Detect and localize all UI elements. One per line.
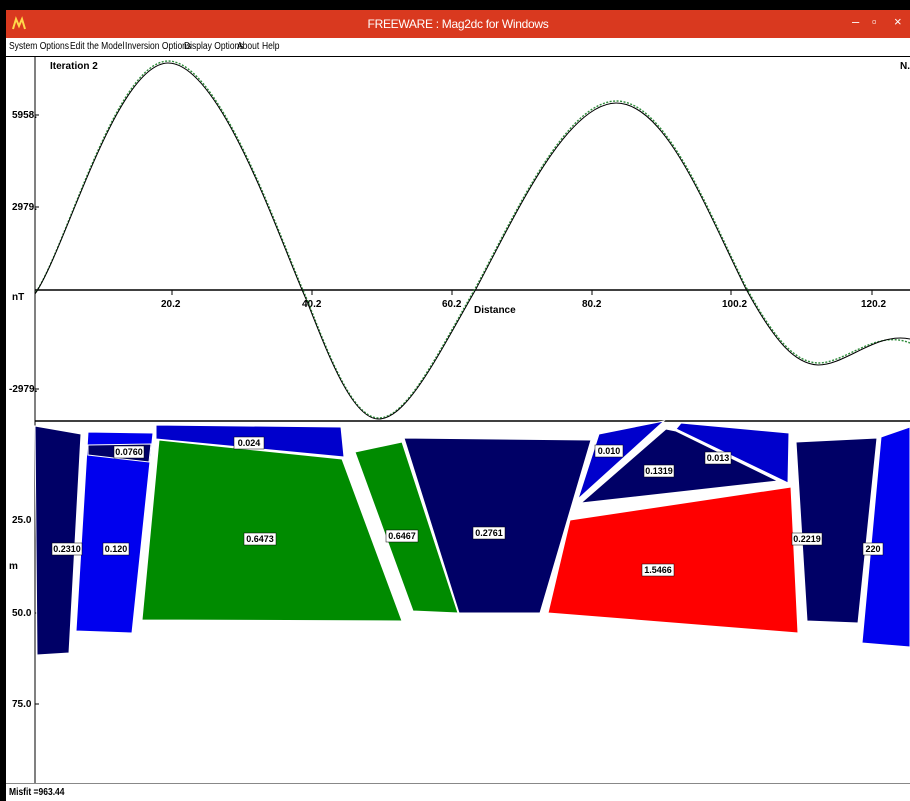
model-body[interactable]: [354, 441, 459, 614]
model-body[interactable]: [861, 426, 910, 648]
model-body[interactable]: [141, 439, 403, 622]
body-label: 0.024: [238, 438, 261, 448]
depth-tick-label: 25.0: [12, 515, 32, 526]
body-label-box: [385, 529, 419, 543]
x-tick-label: 60.2: [442, 299, 462, 310]
body-label: 0.120: [105, 544, 128, 554]
body-label: 0.0760: [115, 447, 143, 457]
menu-display-options[interactable]: Display Options: [184, 41, 244, 52]
menu-bar: System Options Edit the Model Inversion …: [6, 38, 910, 57]
menu-inversion-options[interactable]: Inversion Options: [125, 41, 192, 52]
body-label-box: [51, 542, 83, 556]
body-label: 0.2761: [475, 528, 503, 538]
calculated-anomaly-curve: [34, 62, 910, 420]
body-label-box: [643, 464, 675, 478]
y-tick-label: -2979.: [9, 384, 38, 395]
body-label: 1.5466: [644, 565, 672, 575]
x-tick-label: 80.2: [582, 299, 602, 310]
model-body[interactable]: [403, 437, 592, 614]
observed-anomaly-curve: [35, 60, 910, 419]
body-label-box: [102, 542, 130, 556]
minimize-button[interactable]: –: [852, 14, 860, 29]
unit-label-m: m: [9, 561, 18, 572]
body-label: 0.1319: [645, 466, 673, 476]
body-label: 0.6467: [388, 531, 416, 541]
body-label: 220: [865, 544, 880, 554]
body-label-box: [243, 532, 277, 546]
model-body[interactable]: [795, 437, 878, 624]
app-window: FREEWARE : Mag2dc for Windows – ▫ × Syst…: [6, 10, 910, 801]
x-tick-label: 20.2: [161, 299, 181, 310]
body-label-box: [704, 451, 732, 465]
title-bar[interactable]: FREEWARE : Mag2dc for Windows – ▫ ×: [6, 10, 910, 38]
y-tick-label: 2979.: [12, 202, 37, 213]
menu-edit-model[interactable]: Edit the Model: [70, 41, 125, 52]
x-tick-label: 120.2: [861, 299, 886, 310]
y-tick-label: 5958.: [12, 110, 37, 121]
iteration-label: Iteration 2: [50, 61, 98, 72]
corner-label: N.: [900, 61, 910, 72]
body-label-box: [791, 532, 823, 546]
body-label-box: [233, 436, 265, 450]
body-label: 0.013: [707, 453, 730, 463]
x-axis-label: Distance: [474, 305, 516, 316]
model-body[interactable]: [75, 431, 154, 634]
body-label: 0.2219: [793, 534, 821, 544]
menu-system-options[interactable]: System Options: [9, 41, 70, 52]
menu-about[interactable]: About: [237, 41, 260, 52]
window-title: FREEWARE : Mag2dc for Windows: [367, 17, 549, 31]
status-bar: Misfit =963.44: [6, 783, 910, 801]
body-label-box: [472, 526, 506, 540]
model-body[interactable]: [576, 420, 666, 501]
body-label-box: [862, 542, 884, 556]
misfit-readout: Misfit =963.44: [9, 787, 65, 798]
app-icon: [12, 16, 26, 30]
model-body[interactable]: [579, 428, 780, 504]
body-label-box: [594, 444, 624, 458]
model-body[interactable]: [547, 486, 799, 634]
body-label: 0.2310: [53, 544, 81, 554]
close-button[interactable]: ×: [894, 14, 902, 29]
model-body[interactable]: [34, 425, 82, 656]
model-body[interactable]: [675, 422, 790, 484]
depth-tick-label: 50.0: [12, 608, 32, 619]
body-label-box: [641, 563, 675, 577]
body-label: 0.010: [598, 446, 621, 456]
x-tick-label: 100.2: [722, 299, 747, 310]
menu-help[interactable]: Help: [262, 41, 280, 52]
unit-label-nt: nT: [12, 292, 24, 303]
body-label-box: [113, 445, 145, 459]
depth-tick-label: 75.0: [12, 699, 32, 710]
maximize-button[interactable]: ▫: [872, 14, 877, 29]
body-label: 0.6473: [246, 534, 274, 544]
plot-canvas[interactable]: Iteration 2 N. nT 5958. 2979. -2979. 20.…: [6, 57, 910, 783]
x-tick-label: 40.2: [302, 299, 322, 310]
